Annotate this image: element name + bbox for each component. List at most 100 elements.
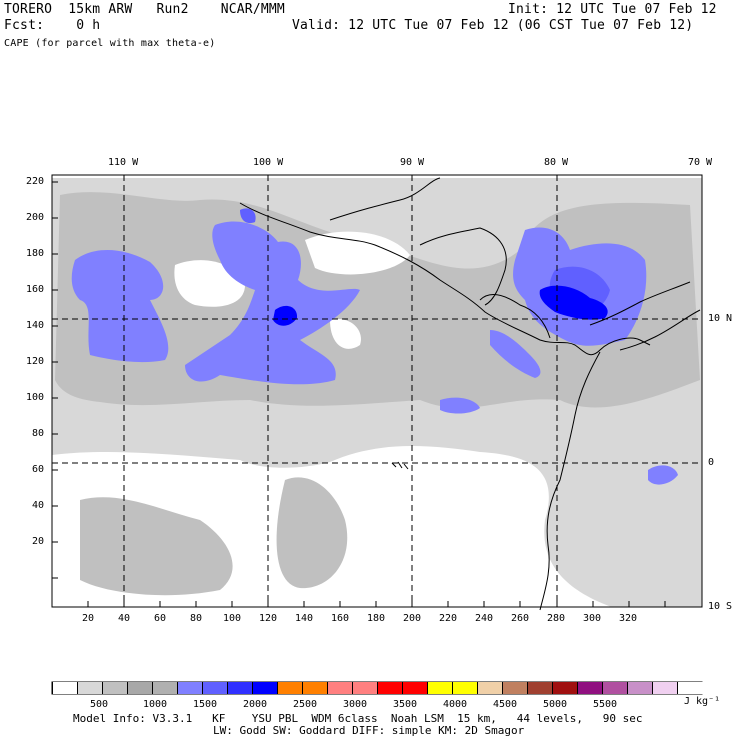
x-tick-320: 320 (619, 613, 638, 624)
cape-band-1500-west (71, 250, 169, 363)
y-tick-40: 40 (32, 500, 45, 511)
cape-band-1500-small-2 (648, 465, 678, 485)
legend-color-cell (452, 682, 478, 694)
coastlines (239, 177, 701, 611)
x-tick-140: 140 (295, 613, 314, 624)
cape-band-1000-southeast (276, 477, 348, 589)
x-tick-60: 60 (154, 613, 167, 624)
lat-label-0: 0 (708, 457, 715, 468)
y-tick-220: 220 (26, 176, 45, 187)
y-tick-160: 160 (26, 284, 45, 295)
cape-field (52, 175, 702, 607)
y-tick-140: 140 (26, 320, 45, 331)
legend-label-500: 500 (90, 699, 109, 710)
x-tick-240: 240 (475, 613, 494, 624)
legend-label-4000: 4000 (443, 699, 468, 710)
cape-band-2500-east (539, 285, 608, 320)
header-forecast-hour: Fcst: 0 h (4, 18, 101, 33)
lon-label-100w: 100 W (253, 157, 284, 168)
cape-clear-patch-2 (305, 231, 410, 275)
legend-color-cell (202, 682, 228, 694)
legend-label-1500: 1500 (193, 699, 218, 710)
cape-band-2500-west (273, 305, 298, 326)
header-init-time: Init: 12 UTC Tue 07 Feb 12 (508, 2, 717, 17)
footer-model-info: Model Info: V3.3.1 KF YSU PBL WDM 6class… (73, 712, 643, 725)
lon-label-110w: 110 W (108, 157, 139, 168)
header-title: TORERO 15km ARW Run2 NCAR/MMM (4, 2, 285, 17)
frame-ticks (52, 181, 666, 607)
y-tick-120: 120 (26, 356, 45, 367)
legend-color-cell (177, 682, 203, 694)
legend-color-cell (677, 682, 703, 694)
coastline-mexico-central-america (239, 202, 651, 356)
legend-color-cell (352, 682, 378, 694)
lon-label-70w: 70 W (688, 157, 713, 168)
x-tick-300: 300 (583, 613, 602, 624)
x-tick-280: 280 (547, 613, 566, 624)
y-tick-60: 60 (32, 464, 45, 475)
x-tick-40: 40 (118, 613, 131, 624)
legend-color-cell (227, 682, 253, 694)
legend-color-cell (77, 682, 103, 694)
legend-label-3500: 3500 (393, 699, 418, 710)
legend-color-cell (527, 682, 553, 694)
legend-color-cell (102, 682, 128, 694)
legend-color-cell (502, 682, 528, 694)
x-tick-200: 200 (403, 613, 422, 624)
cape-band-1000-south (80, 497, 233, 596)
lat-label-10s: 10 S (708, 601, 733, 612)
cape-band-1500-central (185, 221, 360, 385)
y-tick-100: 100 (26, 392, 45, 403)
header-field-name: CAPE (for parcel with max theta-e) (4, 38, 216, 49)
x-tick-220: 220 (439, 613, 458, 624)
legend-unit: J kg⁻¹ (684, 696, 721, 707)
cape-band-1500-small-1 (440, 397, 480, 414)
legend-color-cell (402, 682, 428, 694)
legend-color-cell (252, 682, 278, 694)
cape-band-1500-coast (490, 330, 541, 378)
legend-color-cell (652, 682, 678, 694)
y-tick-80: 80 (32, 428, 45, 439)
legend-label-3000: 3000 (343, 699, 368, 710)
legend-label-2000: 2000 (243, 699, 268, 710)
legend-color-cell (327, 682, 353, 694)
x-tick-120: 120 (259, 613, 278, 624)
legend-color-cell (302, 682, 328, 694)
legend-label-1000: 1000 (143, 699, 168, 710)
footer-physics-info: LW: Godd SW: Goddard DIFF: simple KM: 2D… (213, 724, 525, 737)
x-tick-180: 180 (367, 613, 386, 624)
x-tick-260: 260 (511, 613, 530, 624)
lat-label-10n: 10 N (708, 313, 733, 324)
legend-color-cell (627, 682, 653, 694)
legend-color-cell (127, 682, 153, 694)
y-tick-200: 200 (26, 212, 45, 223)
legend-label-2500: 2500 (293, 699, 318, 710)
legend-label-5000: 5000 (543, 699, 568, 710)
legend-color-cell (152, 682, 178, 694)
legend-color-cell (577, 682, 603, 694)
x-tick-20: 20 (82, 613, 95, 624)
coastline-galapagos (391, 461, 409, 470)
coastline-south-america (539, 309, 701, 611)
legend-color-cell (377, 682, 403, 694)
y-tick-180: 180 (26, 248, 45, 259)
y-tick-20: 20 (32, 536, 45, 547)
graticule (52, 175, 702, 607)
x-tick-160: 160 (331, 613, 350, 624)
plot-frame (51, 174, 703, 608)
legend-label-4500: 4500 (493, 699, 518, 710)
legend-color-cell (52, 682, 78, 694)
cape-clear-patch-3 (330, 319, 361, 349)
legend-color-cell (277, 682, 303, 694)
legend-label-5500: 5500 (593, 699, 618, 710)
legend-color-cell (552, 682, 578, 694)
lon-label-90w: 90 W (400, 157, 425, 168)
legend-color-cell (602, 682, 628, 694)
legend-color-cell (427, 682, 453, 694)
cape-band-2000-west (240, 208, 256, 224)
x-tick-80: 80 (190, 613, 203, 624)
x-tick-100: 100 (223, 613, 242, 624)
lon-label-80w: 80 W (544, 157, 569, 168)
header-valid-time: Valid: 12 UTC Tue 07 Feb 12 (06 CST Tue … (292, 18, 694, 33)
